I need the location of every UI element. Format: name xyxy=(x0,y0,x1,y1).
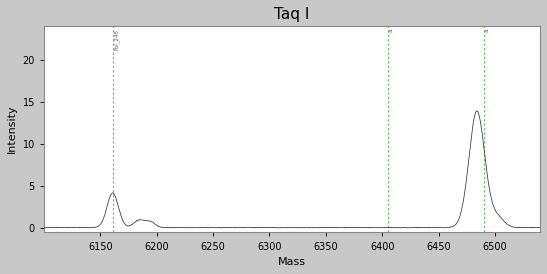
Text: Fol_245: Fol_245 xyxy=(114,29,119,50)
Text: a: a xyxy=(389,29,394,32)
Y-axis label: Intensity: Intensity xyxy=(7,105,17,153)
X-axis label: Mass: Mass xyxy=(278,257,306,267)
Text: a: a xyxy=(485,29,490,32)
Title: Taq I: Taq I xyxy=(274,7,310,22)
